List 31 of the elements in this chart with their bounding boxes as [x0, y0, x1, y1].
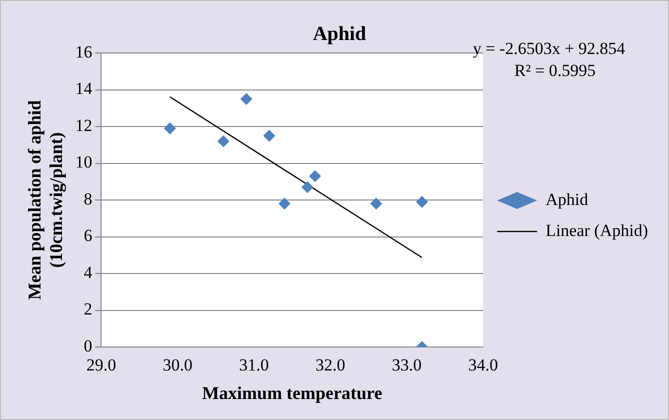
point: [370, 198, 382, 210]
x-tick-label: 31.0: [239, 356, 269, 375]
y-tick-label: 2: [84, 300, 92, 319]
point: [263, 130, 276, 142]
y-tick-label: 6: [84, 226, 92, 246]
y-tick-label: 10: [75, 152, 92, 172]
point: [217, 135, 230, 148]
y-tick-label: 4: [84, 262, 93, 282]
point: [240, 92, 252, 105]
annotation: y = -2.6503x + 92.854: [472, 38, 626, 58]
x-tick-label: 34.0: [468, 356, 498, 375]
point: [309, 170, 322, 182]
y-tick-label: 16: [75, 42, 92, 62]
y-tick-label: 14: [75, 79, 93, 98]
legend-label: Linear (Aphid): [546, 220, 648, 240]
y-axis-title: Mean population of aphid (10cm.twig/plant): [24, 100, 66, 300]
point: [278, 198, 290, 210]
x-axis-title: Maximum temperature: [202, 382, 382, 403]
point: [416, 196, 428, 208]
chart-title: Aphid: [312, 23, 366, 46]
text: R² = 0.5995: [514, 60, 596, 80]
point: [301, 181, 314, 194]
x-tick-label: 32.0: [315, 356, 346, 375]
x-tick-label: 30.0: [162, 356, 192, 375]
y-tick-label: 8: [84, 189, 92, 208]
y-tick-label: 12: [75, 116, 92, 135]
x-tick-label: 29.0: [86, 356, 116, 375]
point: [164, 122, 176, 134]
y-tick-label: 0: [84, 336, 92, 356]
legend-label: Aphid: [546, 190, 589, 209]
x-tick-label: 33.0: [392, 356, 422, 375]
